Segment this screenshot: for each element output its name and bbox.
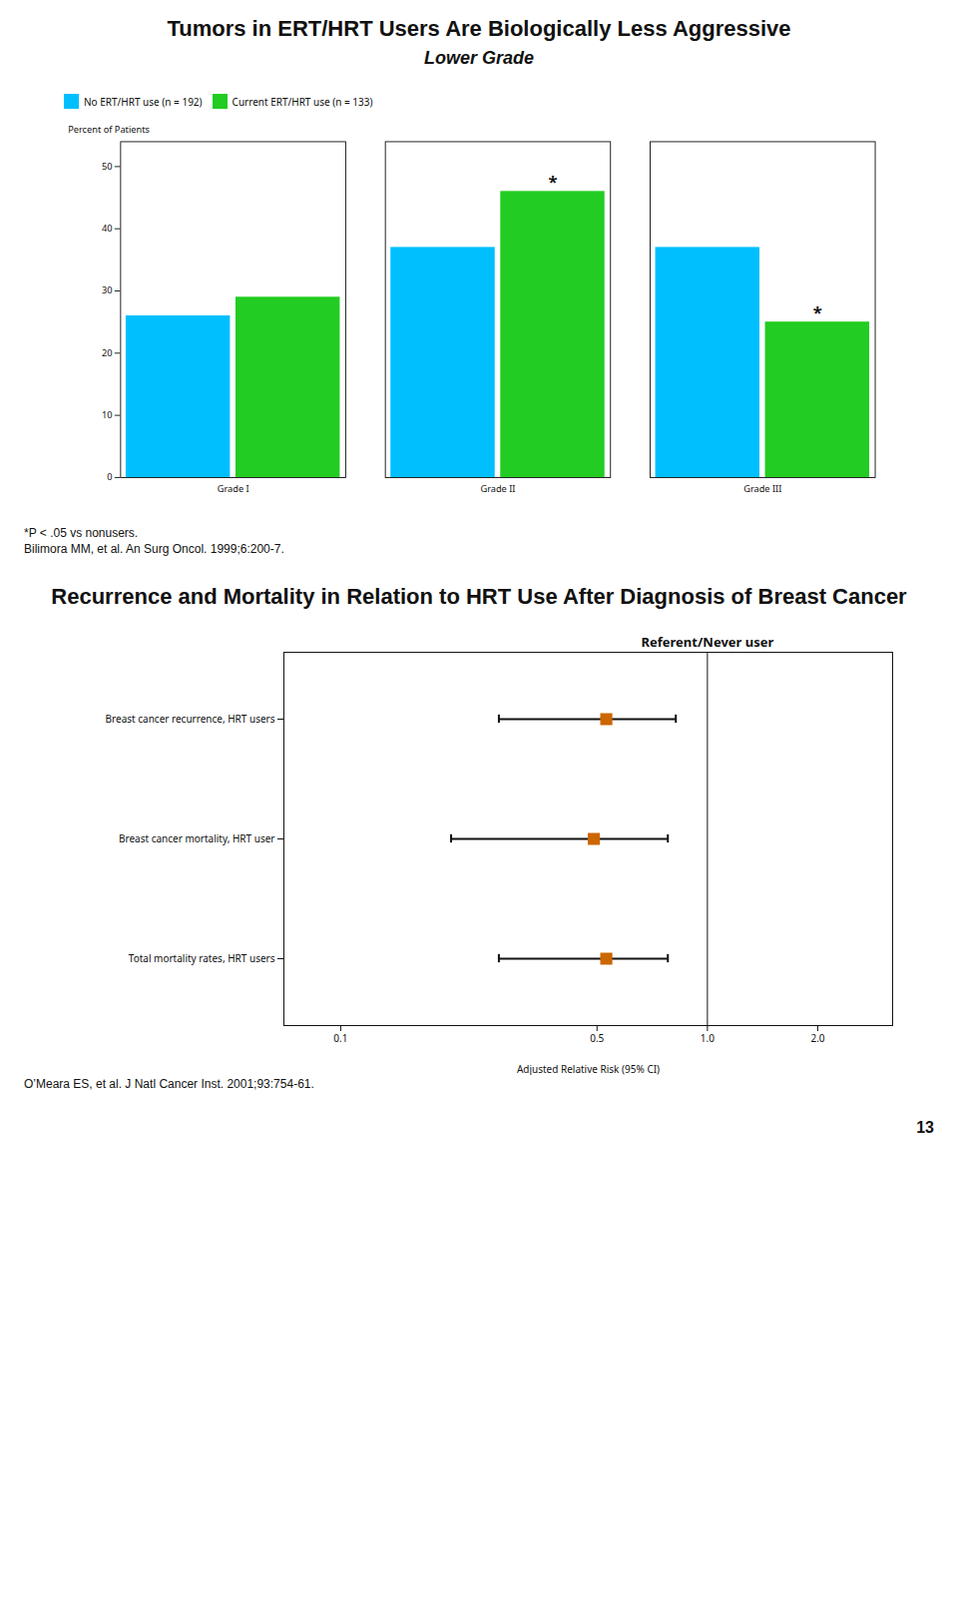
svg-text:*: * <box>813 300 823 324</box>
svg-text:0.1: 0.1 <box>333 1030 348 1045</box>
svg-text:Grade I: Grade I <box>217 481 250 495</box>
svg-text:20: 20 <box>101 346 113 360</box>
svg-text:Referent/Never user: Referent/Never user <box>640 632 774 651</box>
svg-text:0: 0 <box>106 470 112 483</box>
html-text:13: 13 <box>916 1118 935 1136</box>
svg-text:Total mortality rates, HRT use: Total mortality rates, HRT users <box>128 951 276 965</box>
svg-text:Breast cancer mortality, HRT u: Breast cancer mortality, HRT user <box>118 831 275 846</box>
svg-text:1.0: 1.0 <box>700 1030 715 1045</box>
svg-text:Breast cancer recurrence, HRT: Breast cancer recurrence, HRT users <box>105 711 276 726</box>
svg-text:2.0: 2.0 <box>810 1030 825 1045</box>
svg-text:50: 50 <box>101 159 113 173</box>
svg-text:10: 10 <box>101 408 113 422</box>
svg-text:*: * <box>547 169 557 193</box>
html-text:Current ERT/HRT use (n = 133): Current ERT/HRT use (n = 133) <box>232 94 373 109</box>
svg-text:Grade II: Grade II <box>479 481 515 495</box>
html-text:Lower Grade: Lower Grade <box>424 47 534 68</box>
html-text:Tumors in ERT/HRT Users Are Bi: Tumors in ERT/HRT Users Are Biologically… <box>167 15 791 41</box>
html-text:No ERT/HRT use (n = 192): No ERT/HRT use (n = 192) <box>83 94 203 109</box>
html-text:*P < .05 vs nonusers.: *P < .05 vs nonusers. <box>23 526 138 541</box>
svg-text:Percent of Patients: Percent of Patients <box>67 122 150 136</box>
html-text:O’Meara ES, et al. J Natl Canc: O’Meara ES, et al. J Natl Cancer Inst. 2… <box>23 1077 315 1092</box>
svg-text:Adjusted Relative Risk (95% CI: Adjusted Relative Risk (95% CI) <box>516 1061 660 1076</box>
svg-text:Grade III: Grade III <box>743 481 782 495</box>
svg-text:30: 30 <box>101 283 113 297</box>
svg-text:40: 40 <box>101 221 113 235</box>
html-text:Recurrence and Mortality in Re: Recurrence and Mortality in Relation to … <box>51 584 907 610</box>
svg-text:0.5: 0.5 <box>589 1030 604 1045</box>
html-text:Bilimora MM, et al. An Surg On: Bilimora MM, et al. An Surg Oncol. 1999;… <box>23 542 285 557</box>
